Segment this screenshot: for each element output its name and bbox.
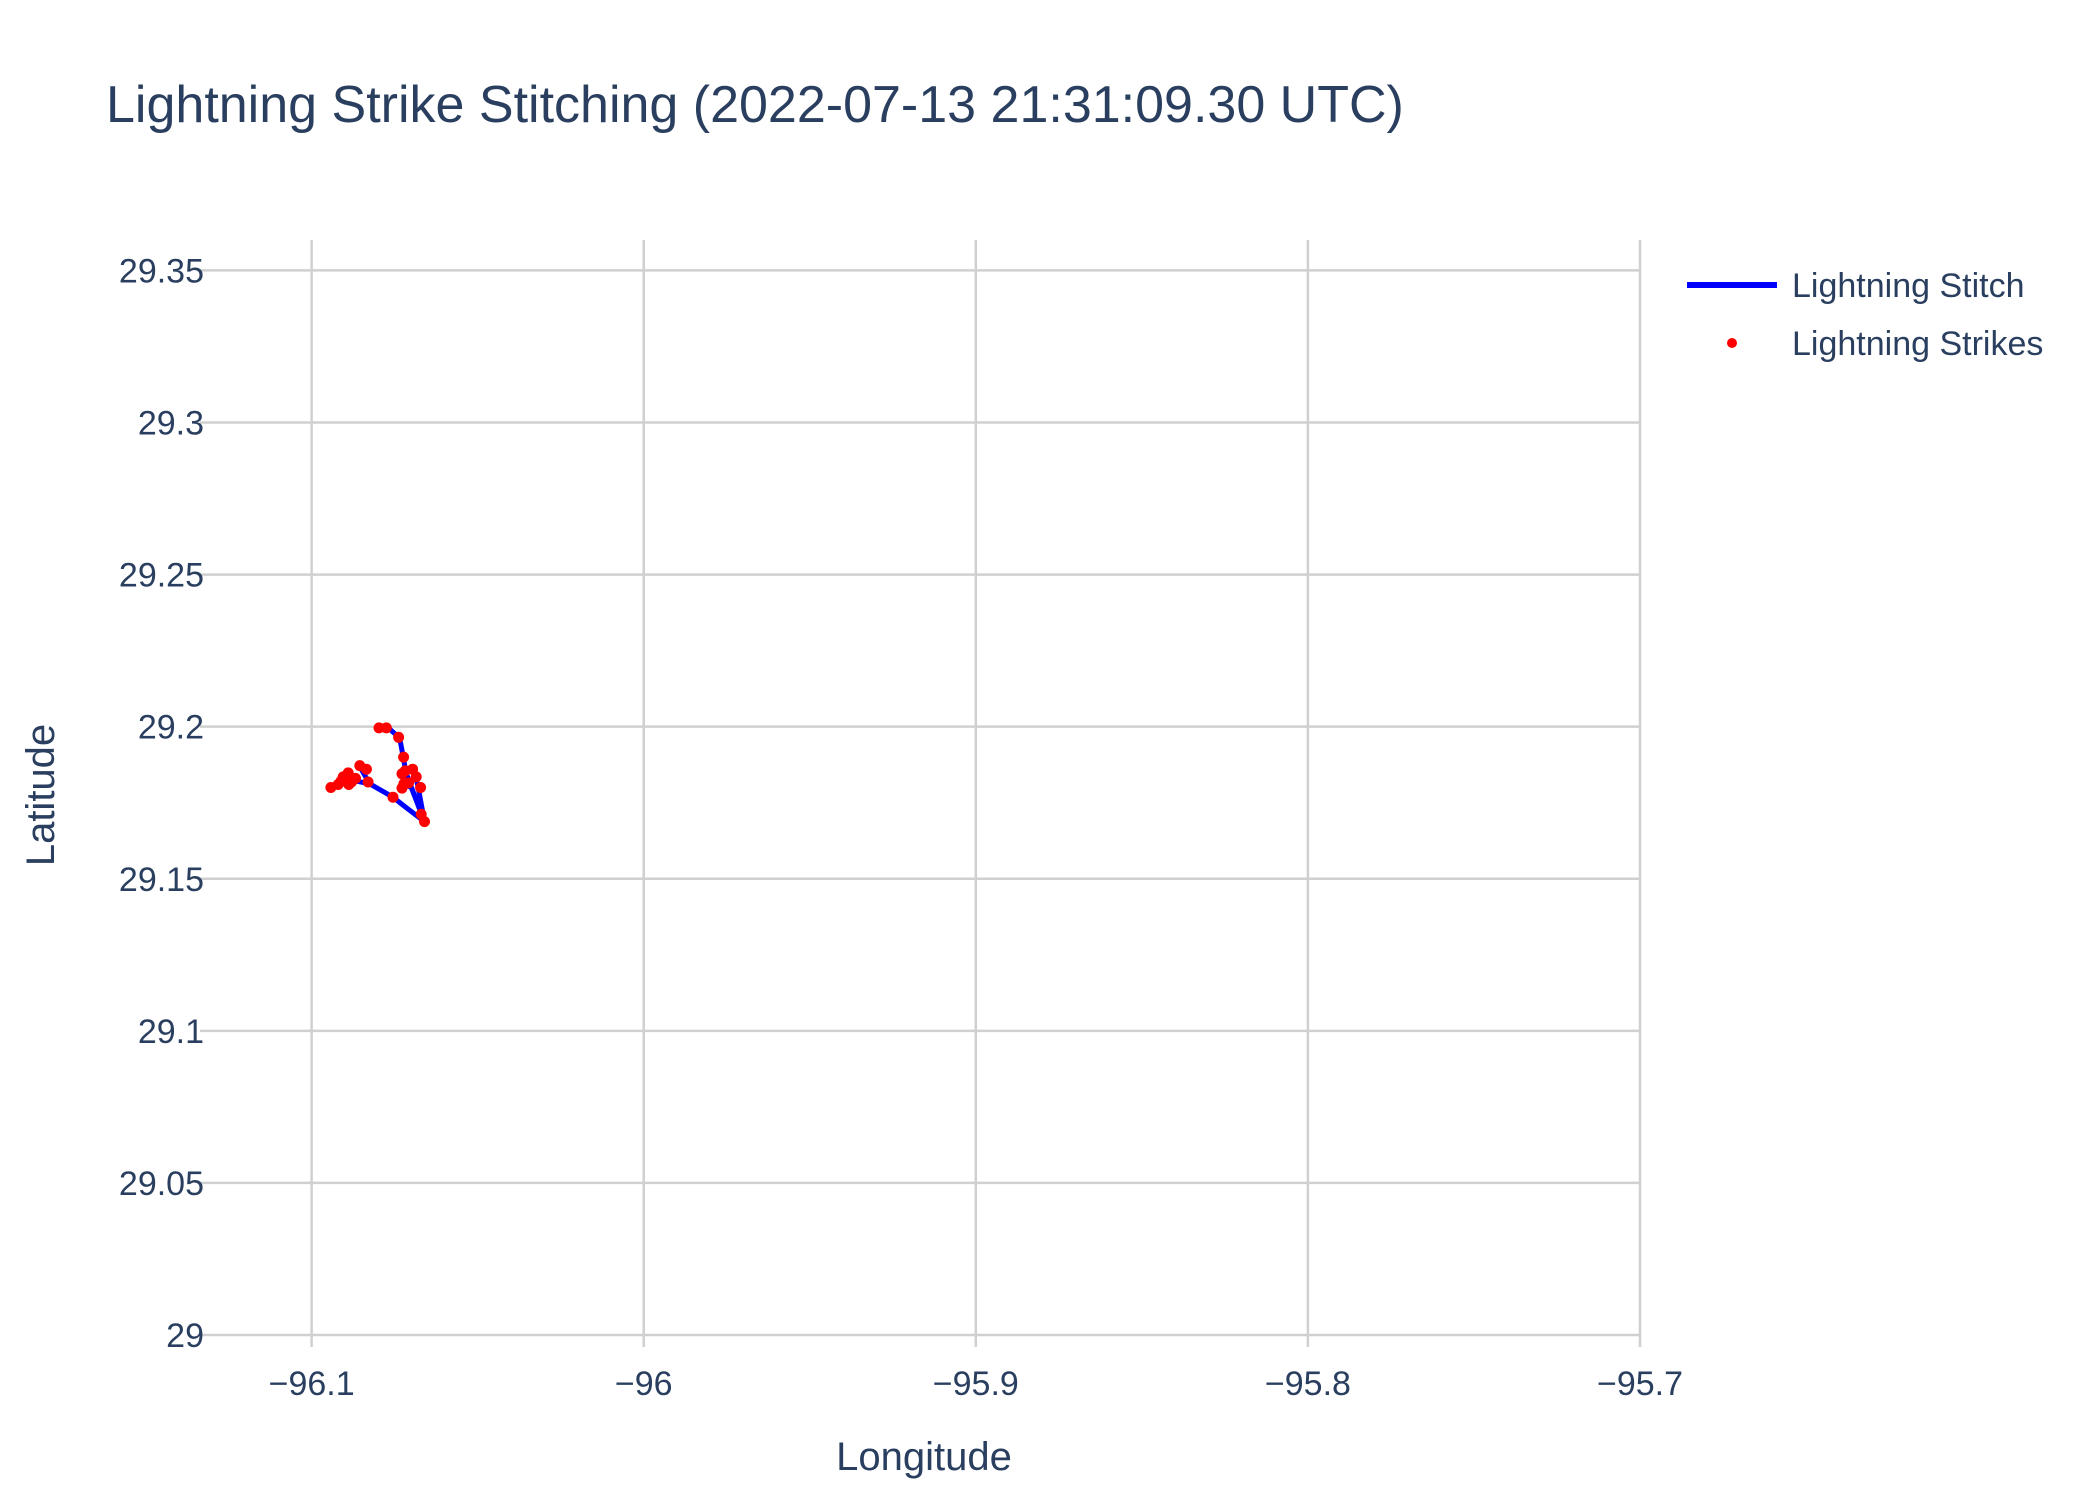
strike-point (398, 751, 410, 763)
x-tick-label: −96.1 (269, 1365, 355, 1403)
lightning-strikes-series (325, 722, 430, 828)
tick-labels: −96.1 −96 −95.9 −95.8 −95.7 29 29.05 29.1 29.15 2… (119, 252, 1683, 1403)
strike-point (415, 782, 427, 793)
strike-point (362, 776, 374, 788)
strike-point (387, 791, 399, 803)
chart-title: Lightning Strike Stitching (2022-07-13 2… (106, 76, 1404, 134)
y-tick-label: 29.3 (138, 405, 204, 443)
grid (200, 240, 1642, 1347)
y-tick-label: 29.05 (119, 1165, 204, 1203)
y-tick-label: 29.15 (119, 861, 204, 899)
y-tick-label: 29.35 (119, 252, 204, 290)
strike-point (403, 777, 415, 789)
y-tick-label: 29.25 (119, 557, 204, 595)
x-tick-label: −96 (615, 1365, 673, 1403)
strike-point (410, 771, 422, 783)
x-tick-label: −95.8 (1265, 1365, 1351, 1403)
legend-marker-swatch (1727, 338, 1737, 348)
y-tick-label: 29.1 (138, 1013, 204, 1051)
strike-point (325, 782, 337, 793)
legend-item-strikes[interactable]: Lightning Strikes (1727, 325, 2043, 363)
x-tick-label: −95.7 (1597, 1365, 1683, 1403)
strike-point (380, 722, 392, 734)
y-tick-label: 29.2 (138, 709, 204, 747)
legend-label-strikes: Lightning Strikes (1792, 325, 2043, 363)
y-tick-label: 29 (166, 1317, 204, 1355)
strike-point (419, 816, 430, 828)
strike-point (393, 731, 405, 743)
legend-item-stitch[interactable]: Lightning Stitch (1687, 267, 2025, 305)
strike-point (360, 763, 372, 775)
x-tick-label: −95.9 (933, 1365, 1019, 1403)
legend[interactable]: Lightning Stitch Lightning Strikes (1687, 267, 2043, 363)
strike-point (396, 768, 408, 780)
y-axis-title: Latitude (19, 724, 63, 866)
x-axis-title: Longitude (836, 1435, 1012, 1479)
legend-label-stitch: Lightning Stitch (1792, 267, 2025, 305)
